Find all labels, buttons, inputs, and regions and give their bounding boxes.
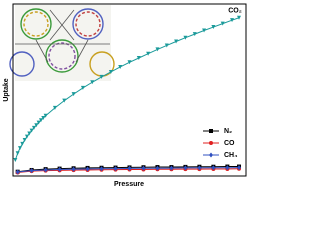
- data-point: [15, 151, 20, 156]
- data-point: [43, 113, 48, 118]
- data-point: [43, 167, 48, 173]
- data-point: [20, 141, 25, 146]
- data-point: [183, 35, 188, 40]
- data-point: [211, 25, 216, 30]
- data-point: [136, 56, 141, 61]
- data-point: [164, 43, 169, 48]
- data-point: [141, 165, 146, 171]
- data-point: [13, 158, 18, 163]
- plot-frame: [12, 3, 247, 177]
- legend-marker: [209, 141, 213, 145]
- data-point: [57, 166, 62, 172]
- data-point: [155, 47, 160, 52]
- data-point: [197, 165, 202, 171]
- data-point: [22, 138, 27, 143]
- data-point: [36, 120, 41, 125]
- legend-label: CH₄: [224, 152, 237, 159]
- data-point: [52, 105, 57, 110]
- chart: Pressure Uptake CO₂ N₂ CO CH₄: [3, 3, 247, 188]
- data-point: [99, 74, 104, 79]
- data-point: [80, 85, 85, 90]
- data-point: [127, 60, 132, 65]
- data-point: [230, 18, 235, 23]
- data-point: [220, 21, 225, 26]
- data-point: [85, 166, 90, 172]
- data-point: [29, 168, 34, 174]
- data-point: [155, 165, 160, 171]
- data-point: [62, 98, 67, 103]
- series-label: CO₂: [228, 8, 242, 15]
- data-point: [225, 165, 230, 171]
- data-point: [211, 165, 216, 171]
- data-point: [202, 28, 207, 33]
- data-point: [118, 64, 123, 69]
- data-point: [174, 39, 179, 44]
- legend-label: CO: [224, 140, 235, 147]
- data-point: [108, 69, 113, 74]
- structure-inset: [9, 5, 115, 81]
- x-axis-label: Pressure: [114, 181, 144, 188]
- y-axis-label: Uptake: [3, 78, 10, 101]
- data-point: [113, 166, 118, 172]
- data-point: [41, 116, 46, 121]
- data-point: [15, 169, 20, 175]
- data-point: [237, 15, 242, 20]
- data-point: [71, 92, 76, 97]
- data-point: [34, 123, 39, 128]
- legend-marker: [209, 152, 213, 158]
- data-point: [71, 166, 76, 172]
- legend-label: N₂: [224, 128, 232, 135]
- legend-marker: [209, 129, 213, 133]
- data-point: [183, 165, 188, 171]
- data-point: [17, 146, 22, 151]
- data-point: [127, 165, 132, 171]
- data-point: [146, 51, 151, 56]
- data-point: [169, 165, 174, 171]
- data-point: [31, 125, 36, 130]
- data-point: [24, 134, 29, 139]
- data-point: [237, 165, 242, 171]
- data-point: [27, 131, 32, 136]
- data-point: [38, 118, 43, 123]
- data-point: [29, 128, 34, 133]
- data-point: [90, 80, 95, 85]
- data-point: [99, 166, 104, 172]
- data-point: [192, 32, 197, 37]
